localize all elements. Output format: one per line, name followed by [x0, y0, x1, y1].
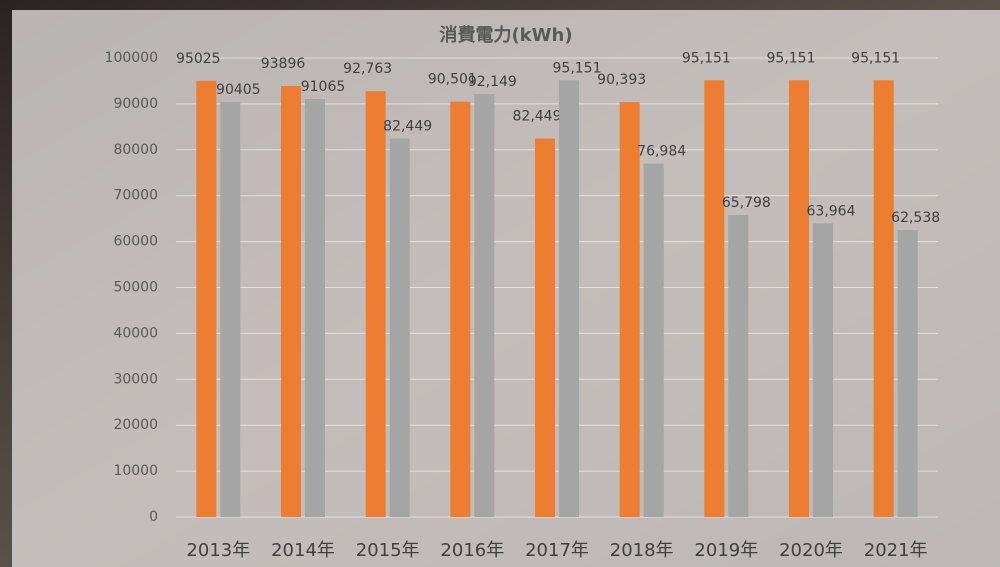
y-tick-label: 40000: [113, 325, 158, 341]
data-label: 95025: [176, 51, 221, 67]
data-label: 95,151: [767, 50, 816, 66]
x-tick-label: 2014年: [271, 540, 335, 561]
y-tick-label: 80000: [113, 142, 158, 158]
chart-area: [12, 10, 1000, 567]
bar: [365, 91, 386, 517]
x-tick-label: 2020年: [779, 540, 843, 561]
bar: [897, 229, 918, 518]
y-tick-label: 30000: [113, 371, 158, 387]
x-tick-label: 2018年: [610, 540, 674, 561]
y-tick-label: 20000: [113, 417, 158, 433]
bar: [474, 94, 495, 518]
y-tick-label: 0: [149, 509, 158, 525]
y-tick-label: 90000: [113, 96, 158, 112]
data-label: 92,763: [343, 61, 392, 77]
data-label: 91065: [301, 79, 346, 95]
bar: [220, 102, 241, 517]
data-label: 95,151: [851, 50, 900, 66]
data-label: 95,151: [682, 50, 731, 66]
data-label: 63,964: [807, 203, 856, 219]
data-label: 82,449: [383, 119, 432, 135]
x-tick-label: 2013年: [186, 540, 250, 561]
bar: [535, 138, 555, 518]
data-label: 90,501: [428, 72, 477, 88]
chart-title: 消費電力(kWh): [439, 24, 572, 46]
y-tick-label: 70000: [113, 188, 158, 204]
data-label: 65,798: [722, 195, 771, 211]
bar: [389, 138, 410, 518]
bar: [704, 80, 725, 518]
data-label: 76,984: [637, 144, 686, 160]
y-tick-label: 100000: [105, 50, 158, 66]
data-label: 90405: [216, 82, 261, 98]
x-tick-label: 2015年: [356, 540, 420, 561]
data-label: 95,151: [553, 60, 602, 76]
bar: [196, 80, 217, 517]
bar: [281, 86, 301, 517]
bar: [619, 102, 640, 517]
y-tick-label: 60000: [113, 234, 158, 250]
bar: [559, 80, 579, 518]
bar: [728, 214, 749, 517]
data-label: 90,393: [597, 72, 646, 88]
y-tick-label: 10000: [113, 463, 158, 479]
bar: [450, 101, 471, 518]
x-tick-label: 2021年: [864, 540, 928, 561]
data-label: 62,538: [891, 210, 940, 226]
x-tick-label: 2016年: [440, 540, 504, 561]
data-label: 92,149: [468, 74, 517, 90]
bar: [305, 99, 325, 517]
x-tick-label: 2019年: [694, 540, 758, 561]
x-tick-label: 2017年: [525, 540, 589, 561]
bar: [643, 163, 664, 517]
bar: [789, 80, 809, 518]
data-label: 93896: [261, 56, 306, 72]
y-tick-label: 50000: [113, 280, 158, 296]
data-label: 82,449: [513, 109, 562, 125]
bar: [813, 223, 833, 517]
bar: [873, 80, 894, 518]
